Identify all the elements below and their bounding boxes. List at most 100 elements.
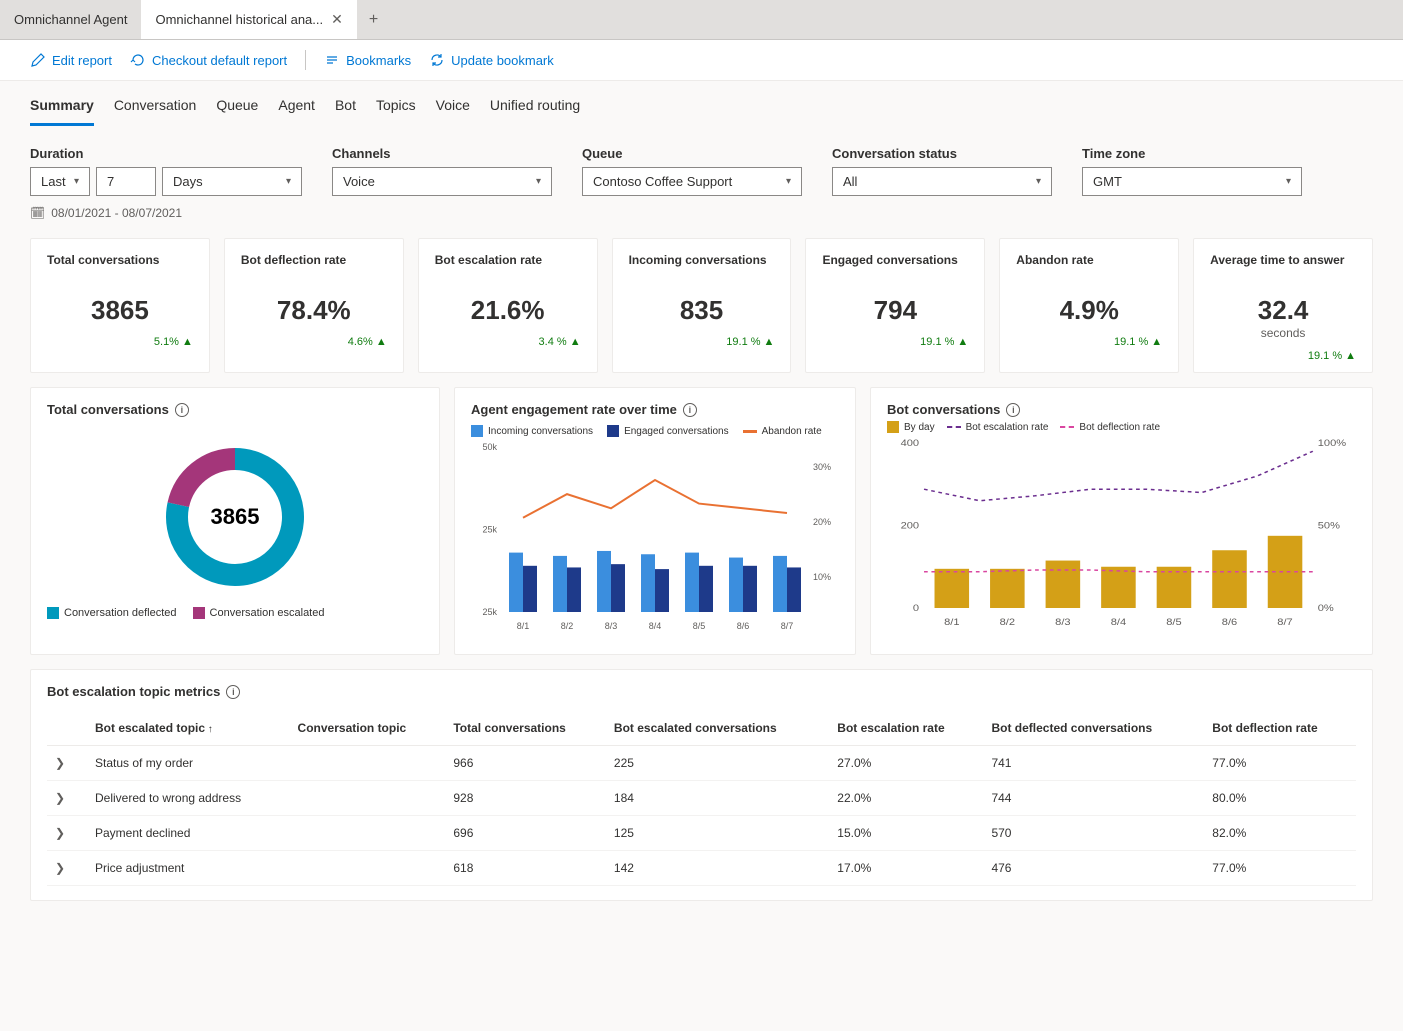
expand-icon[interactable]: ❯ [55, 861, 65, 875]
navtab-voice[interactable]: Voice [436, 93, 470, 126]
table-cell: 741 [983, 746, 1204, 781]
chart-title: Bot conversationsi [887, 402, 1356, 417]
trend-up-icon: ▲ [957, 336, 968, 348]
legend-swatch [947, 426, 961, 428]
kpi-title: Incoming conversations [629, 253, 775, 287]
tab-inactive[interactable]: Omnichannel Agent [0, 0, 141, 39]
table-header[interactable]: Bot escalation rate [829, 711, 983, 746]
legend-item: By day [887, 421, 935, 433]
navtab-agent[interactable]: Agent [278, 93, 315, 126]
svg-text:8/4: 8/4 [649, 621, 662, 631]
table-cell: 696 [445, 816, 606, 851]
svg-text:8/2: 8/2 [561, 621, 574, 631]
bookmarks-button[interactable]: Bookmarks [324, 52, 411, 68]
svg-text:8/2: 8/2 [1000, 618, 1016, 628]
table-cell: 125 [606, 816, 829, 851]
table-header[interactable]: Bot escalated conversations [606, 711, 829, 746]
navtab-conversation[interactable]: Conversation [114, 93, 197, 126]
agent-engagement-chart: Agent engagement rate over timei Incomin… [454, 387, 856, 655]
navtab-unified-routing[interactable]: Unified routing [490, 93, 580, 126]
kpi-title: Abandon rate [1016, 253, 1162, 287]
svg-text:0: 0 [913, 604, 920, 614]
legend-swatch [1060, 426, 1074, 428]
kpi-card: Abandon rate 4.9% 19.1 % ▲ [999, 238, 1179, 373]
legend-item: Incoming conversations [471, 425, 593, 437]
svg-text:8/7: 8/7 [1277, 618, 1293, 628]
date-range: 🗓 08/01/2021 - 08/07/2021 [30, 206, 1373, 220]
duration-num-select[interactable]: 7 [96, 167, 156, 196]
queue-select[interactable]: Contoso Coffee Support▾ [582, 167, 802, 196]
tab-active[interactable]: Omnichannel historical ana... ✕ [141, 0, 356, 39]
charts-row: Total conversationsi 3865 Conversation d… [30, 387, 1373, 655]
info-icon[interactable]: i [1006, 403, 1020, 417]
duration-last-select[interactable]: Last▾ [30, 167, 90, 196]
table-header[interactable]: Bot deflection rate [1204, 711, 1356, 746]
legend-swatch [887, 421, 899, 433]
close-icon[interactable]: ✕ [331, 11, 343, 28]
filter-label: Queue [582, 146, 802, 161]
kpi-value: 21.6% [435, 295, 581, 326]
filter-duration: Duration Last▾ 7 Days▾ [30, 146, 302, 196]
new-tab-button[interactable]: + [357, 0, 390, 39]
table-cell: 15.0% [829, 816, 983, 851]
table-row[interactable]: ❯Delivered to wrong address92818422.0%74… [47, 781, 1356, 816]
kpi-value: 835 [629, 295, 775, 326]
table-cell: 27.0% [829, 746, 983, 781]
navtab-summary[interactable]: Summary [30, 93, 94, 126]
table-cell [290, 781, 446, 816]
table-header[interactable]: Bot escalated topic [87, 711, 290, 746]
table-cell: Status of my order [87, 746, 290, 781]
chevron-down-icon: ▾ [1286, 176, 1291, 187]
table-cell: Delivered to wrong address [87, 781, 290, 816]
checkout-report-button[interactable]: Checkout default report [130, 52, 287, 68]
status-select[interactable]: All▾ [832, 167, 1052, 196]
expand-icon[interactable]: ❯ [55, 791, 65, 805]
bot-conversations-chart: Bot conversationsi By day Bot escalation … [870, 387, 1373, 655]
expand-icon[interactable]: ❯ [55, 756, 65, 770]
kpi-card: Incoming conversations 835 19.1 % ▲ [612, 238, 792, 373]
table-header[interactable]: Total conversations [445, 711, 606, 746]
table-header[interactable]: Conversation topic [290, 711, 446, 746]
svg-text:10%: 10% [813, 572, 831, 582]
channels-select[interactable]: Voice▾ [332, 167, 552, 196]
navtab-bot[interactable]: Bot [335, 93, 356, 126]
legend-item: Engaged conversations [607, 425, 729, 437]
svg-text:8/6: 8/6 [1222, 618, 1238, 628]
kpi-row: Total conversations 3865 5.1% ▲Bot defle… [30, 238, 1373, 373]
legend-item: Bot escalation rate [947, 422, 1049, 433]
tab-bar: Omnichannel Agent Omnichannel historical… [0, 0, 1403, 40]
chart-legend: Conversation deflectedConversation escal… [47, 607, 423, 619]
svg-text:8/1: 8/1 [944, 618, 960, 628]
edit-report-button[interactable]: Edit report [30, 52, 112, 68]
expand-icon[interactable]: ❯ [55, 826, 65, 840]
update-bookmark-button[interactable]: Update bookmark [429, 52, 554, 68]
navtab-queue[interactable]: Queue [216, 93, 258, 126]
svg-text:25k: 25k [482, 607, 497, 617]
svg-text:8/3: 8/3 [605, 621, 618, 631]
kpi-title: Bot escalation rate [435, 253, 581, 287]
info-icon[interactable]: i [175, 403, 189, 417]
table-header[interactable]: Bot deflected conversations [983, 711, 1204, 746]
separator [305, 50, 306, 70]
info-icon[interactable]: i [226, 685, 240, 699]
table-row[interactable]: ❯Price adjustment61814217.0%47677.0% [47, 851, 1356, 886]
legend-swatch [743, 430, 757, 433]
table-cell: 77.0% [1204, 851, 1356, 886]
chevron-down-icon: ▾ [786, 176, 791, 187]
svg-text:400: 400 [901, 439, 920, 449]
svg-text:200: 200 [901, 521, 920, 531]
navtab-topics[interactable]: Topics [376, 93, 416, 126]
table-cell: 82.0% [1204, 816, 1356, 851]
chart-title: Bot escalation topic metricsi [47, 684, 1356, 699]
table-cell [290, 851, 446, 886]
table-row[interactable]: ❯Status of my order96622527.0%74177.0% [47, 746, 1356, 781]
duration-unit-select[interactable]: Days▾ [162, 167, 302, 196]
chevron-down-icon: ▾ [286, 176, 291, 187]
total-conversations-chart: Total conversationsi 3865 Conversation d… [30, 387, 440, 655]
info-icon[interactable]: i [683, 403, 697, 417]
kpi-trend: 19.1 % ▲ [629, 336, 775, 348]
bot-svg: 4002000100%50%0%8/18/28/38/48/58/68/7 [887, 433, 1356, 633]
timezone-select[interactable]: GMT▾ [1082, 167, 1302, 196]
table-row[interactable]: ❯Payment declined69612515.0%57082.0% [47, 816, 1356, 851]
chevron-down-icon: ▾ [1036, 176, 1041, 187]
